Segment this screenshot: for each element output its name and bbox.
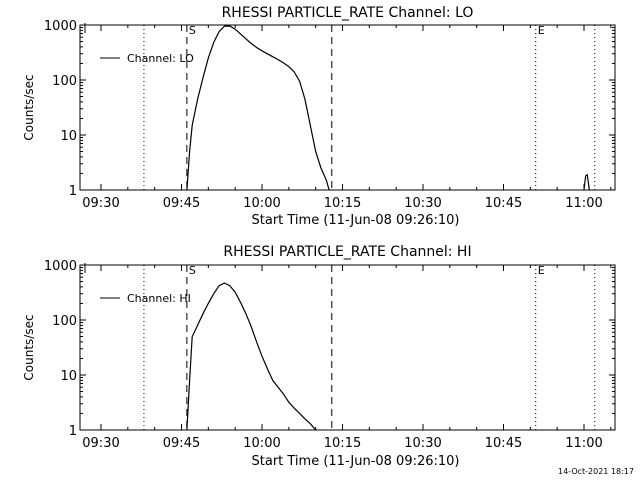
y-tick-label: 10 — [60, 129, 77, 144]
footer-timestamp: 14-Oct-2021 18:17 — [558, 467, 634, 476]
y-tick-label: 1000 — [44, 259, 77, 274]
plot-frame — [79, 24, 616, 191]
series-line — [583, 173, 590, 191]
x-tick-label: 09:45 — [163, 196, 200, 211]
time-marker-label: E — [538, 264, 545, 277]
time-marker-label: E — [538, 24, 545, 37]
legend-label: Channel: LO — [127, 52, 194, 65]
x-tick-label: 11:00 — [565, 196, 602, 211]
series-line — [186, 25, 330, 191]
x-tick-label: 11:00 — [565, 436, 602, 451]
x-tick-label: 10:30 — [404, 436, 441, 451]
legend-label: Channel: HI — [127, 292, 191, 305]
plot-frame — [79, 264, 616, 431]
x-tick-label: 10:15 — [324, 436, 361, 451]
y-axis-label: Counts/sec — [22, 314, 36, 380]
x-axis-label: Start Time (11-Jun-08 09:26:10) — [252, 213, 460, 228]
y-tick-label: 100 — [52, 74, 77, 89]
y-tick-label: 10 — [60, 369, 77, 384]
x-tick-label: 10:15 — [324, 196, 361, 211]
x-tick-label: 09:45 — [163, 436, 200, 451]
y-tick-label: 1000 — [44, 19, 77, 34]
x-tick-label: 10:30 — [404, 196, 441, 211]
series-line — [186, 282, 317, 431]
chart-title: RHESSI PARTICLE_RATE Channel: LO — [222, 5, 474, 21]
y-tick-label: 100 — [52, 314, 77, 329]
y-tick-label: 1 — [69, 424, 77, 439]
x-tick-label: 10:00 — [243, 196, 280, 211]
y-tick-label: 1 — [69, 184, 77, 199]
time-marker-label: S — [189, 264, 196, 277]
x-tick-label: 10:00 — [243, 436, 280, 451]
x-tick-label: 09:30 — [82, 196, 119, 211]
y-axis-label: Counts/sec — [22, 74, 36, 140]
x-tick-label: 10:45 — [485, 196, 522, 211]
x-axis-label: Start Time (11-Jun-08 09:26:10) — [252, 454, 460, 469]
x-tick-label: 09:30 — [82, 436, 119, 451]
chart-title: RHESSI PARTICLE_RATE Channel: HI — [223, 244, 471, 260]
time-marker-label: S — [189, 24, 196, 37]
x-tick-label: 10:45 — [485, 436, 522, 451]
